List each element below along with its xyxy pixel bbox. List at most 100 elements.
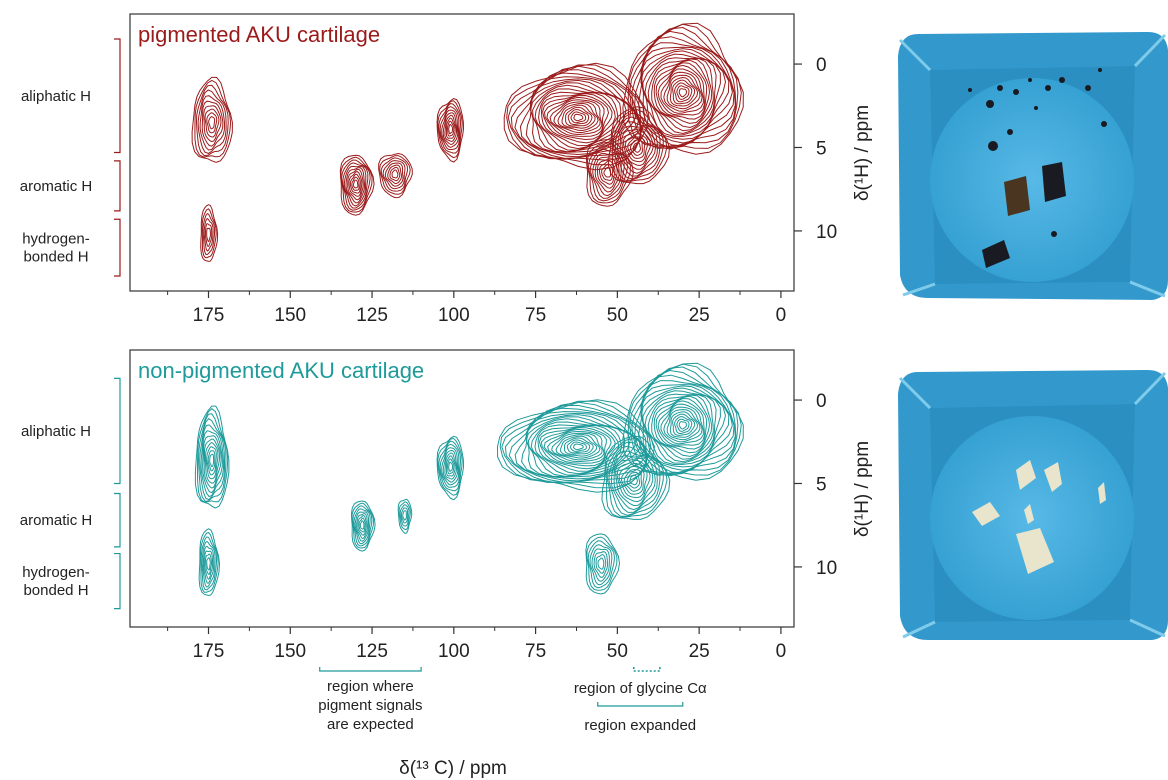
contour-line xyxy=(349,173,361,194)
peak-contour xyxy=(436,435,465,501)
contour-line xyxy=(198,528,221,597)
contour-line xyxy=(663,406,703,443)
contour-line xyxy=(587,540,616,589)
contour-line xyxy=(601,435,671,520)
contour-line xyxy=(651,58,713,129)
contour-line xyxy=(542,93,613,144)
contour-line xyxy=(356,513,368,539)
contour-line xyxy=(194,79,232,158)
contour-line xyxy=(207,450,216,472)
contour-line xyxy=(644,393,717,463)
peak-contour xyxy=(496,399,656,493)
peak-contour xyxy=(200,204,219,262)
contour-line xyxy=(382,160,406,190)
contour-line xyxy=(204,438,221,484)
peak-contour xyxy=(194,405,230,509)
contour-line xyxy=(622,130,652,167)
peak-contour xyxy=(622,362,744,481)
contour-line xyxy=(437,437,463,496)
contour-line xyxy=(201,100,224,147)
contour-line xyxy=(589,544,613,586)
contour-line xyxy=(202,430,223,494)
contour-line xyxy=(398,501,411,531)
contour-line xyxy=(206,557,211,571)
contour-line xyxy=(206,446,217,476)
contour-line xyxy=(608,445,661,516)
contour-line xyxy=(557,102,599,132)
contour-line xyxy=(663,71,703,112)
contour-line xyxy=(352,505,373,547)
contour-line xyxy=(389,166,401,182)
x-axis: 175 150 125 100 75 50 25 0 xyxy=(167,291,786,326)
contour-line xyxy=(436,98,465,163)
glycine-region-bracket xyxy=(632,667,661,672)
contour-line xyxy=(197,413,227,502)
contour-line xyxy=(627,136,646,159)
contour-line xyxy=(653,395,711,454)
pigment-fragments xyxy=(968,68,1107,268)
contour-line xyxy=(540,92,616,147)
contour-line xyxy=(342,162,369,209)
contour-line xyxy=(197,89,227,154)
contour-line xyxy=(555,434,601,459)
range-bracket xyxy=(114,38,121,154)
contour-line xyxy=(499,400,652,489)
plot-frame xyxy=(129,13,795,292)
contour-line xyxy=(384,162,404,187)
range-label: aromatic H xyxy=(20,178,93,195)
y-axis-title: δ(¹H) / ppm xyxy=(852,441,873,537)
pigment-region-label: region where pigment signals are expected xyxy=(318,678,422,733)
contour-layer xyxy=(194,362,744,597)
contour-line xyxy=(553,101,601,134)
contour-line xyxy=(206,227,211,243)
non-pigmented-sample-photo xyxy=(898,370,1168,640)
contour-line xyxy=(543,428,607,464)
contour-line xyxy=(199,418,225,501)
contour-line xyxy=(348,171,363,197)
contour-line xyxy=(200,204,219,262)
x-tick-label: 25 xyxy=(689,641,710,662)
contour-line xyxy=(438,102,462,154)
contour-line xyxy=(439,443,460,488)
contour-line xyxy=(610,450,658,513)
contour-line xyxy=(594,155,620,193)
contour-line xyxy=(611,108,668,183)
contour-line xyxy=(603,166,612,178)
range-bracket xyxy=(114,492,121,548)
contour-line xyxy=(436,435,465,501)
contour-line xyxy=(590,148,625,199)
contour-line xyxy=(340,159,371,211)
contour-line xyxy=(353,508,371,545)
contour-line xyxy=(666,409,701,441)
contour-line xyxy=(629,474,638,486)
contour-line xyxy=(201,540,216,588)
range-bracket xyxy=(114,552,121,610)
contour-line xyxy=(627,363,742,476)
contour-line xyxy=(613,455,656,511)
contour-line xyxy=(391,169,399,179)
contour-line xyxy=(441,447,460,486)
contour-line xyxy=(202,213,216,256)
contour-line xyxy=(598,160,616,185)
contour-line xyxy=(564,437,594,455)
peak-contour xyxy=(350,500,376,552)
contour-line xyxy=(676,418,690,432)
contour-line xyxy=(358,517,366,533)
contour-line xyxy=(447,120,455,137)
range-label: aromatic H xyxy=(20,512,93,529)
contour-line xyxy=(206,112,218,134)
contour-line xyxy=(585,533,621,595)
contour-line xyxy=(631,30,737,150)
contour-line xyxy=(674,82,693,103)
contour-line xyxy=(616,121,659,177)
contour-line xyxy=(605,437,668,518)
x-tick-label: 125 xyxy=(356,641,388,662)
peak-contour xyxy=(397,498,413,534)
glycine-region-label: region of glycine Cα xyxy=(574,680,707,697)
contour-line xyxy=(387,164,403,185)
contour-line xyxy=(203,105,222,143)
x-tick-label: 75 xyxy=(525,305,546,326)
contour-line xyxy=(380,157,409,192)
contour-line xyxy=(655,397,708,450)
contour-line xyxy=(546,96,605,137)
